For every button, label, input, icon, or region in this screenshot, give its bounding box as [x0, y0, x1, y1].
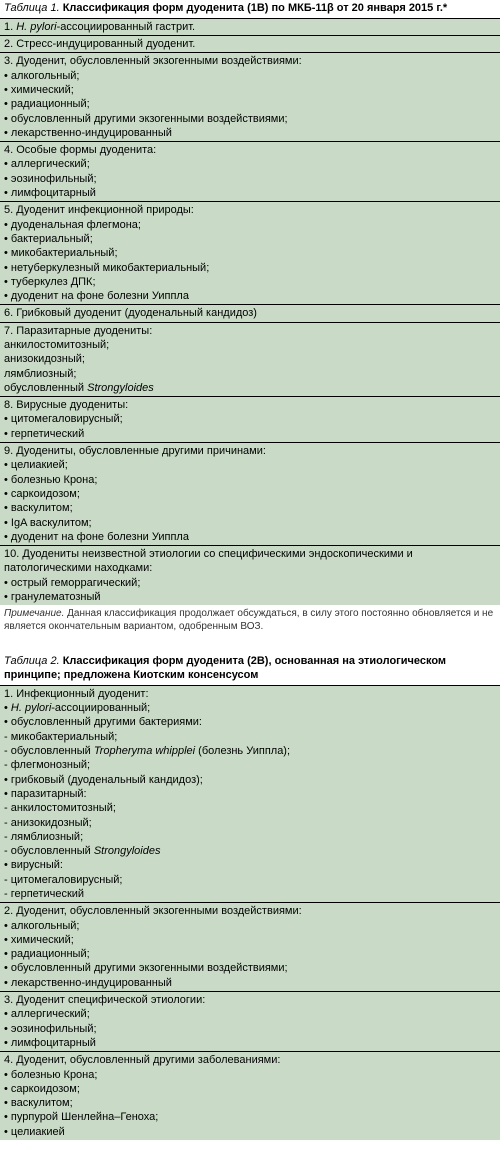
table-row: 4. Особые формы дуоденита:• аллергически…: [0, 142, 500, 202]
caption-title: Классификация форм дуоденита (1B) по МКБ…: [63, 2, 447, 14]
table-row: 8. Вирусные дуодениты:• цитомегаловирусн…: [0, 397, 500, 443]
table-row: 3. Дуоденит, обусловленный экзогенными в…: [0, 53, 500, 142]
table-row: 2. Дуоденит, обусловленный экзогенными в…: [0, 903, 500, 992]
table-1-caption: Таблица 1. Классификация форм дуоденита …: [0, 0, 500, 18]
table-row: 7. Паразитарные дуодениты:анкилостомитоз…: [0, 322, 500, 396]
table-row: 2. Стресс-индуцированный дуоденит.: [0, 36, 500, 53]
caption-prefix: Таблица 1.: [4, 2, 60, 14]
table-row: 5. Дуоденит инфекционной природы:• дуоде…: [0, 202, 500, 305]
table-row: 1. Инфекционный дуоденит:• H. pylori-асс…: [0, 685, 500, 902]
table-2: 1. Инфекционный дуоденит:• H. pylori-асс…: [0, 685, 500, 1140]
table-row: 3. Дуоденит специфической этиологии:• ал…: [0, 992, 500, 1052]
note-prefix: Примечание.: [4, 608, 64, 619]
table-row: 6. Грибковый дуоденит (дуоденальный канд…: [0, 305, 500, 322]
caption-prefix: Таблица 2.: [4, 655, 60, 667]
table-row: 4. Дуоденит, обусловленный другими забол…: [0, 1052, 500, 1140]
table-1: 1. H. pylori-ассоциированный гастрит.2. …: [0, 18, 500, 606]
table-row: 1. H. pylori-ассоциированный гастрит.: [0, 18, 500, 35]
table-1-note: Примечание. Данная классификация продолж…: [0, 605, 500, 635]
table-row: 10. Дуодениты неизвестной этиологии со с…: [0, 546, 500, 606]
table-2-caption: Таблица 2. Классификация форм дуоденита …: [0, 653, 500, 685]
table-1-block: Таблица 1. Классификация форм дуоденита …: [0, 0, 500, 635]
table-2-block: Таблица 2. Классификация форм дуоденита …: [0, 653, 500, 1140]
table-row: 9. Дуодениты, обусловленные другими прич…: [0, 443, 500, 546]
caption-title: Классификация форм дуоденита (2B), основ…: [4, 655, 446, 681]
note-text: Данная классификация продолжает обсуждат…: [4, 608, 493, 632]
